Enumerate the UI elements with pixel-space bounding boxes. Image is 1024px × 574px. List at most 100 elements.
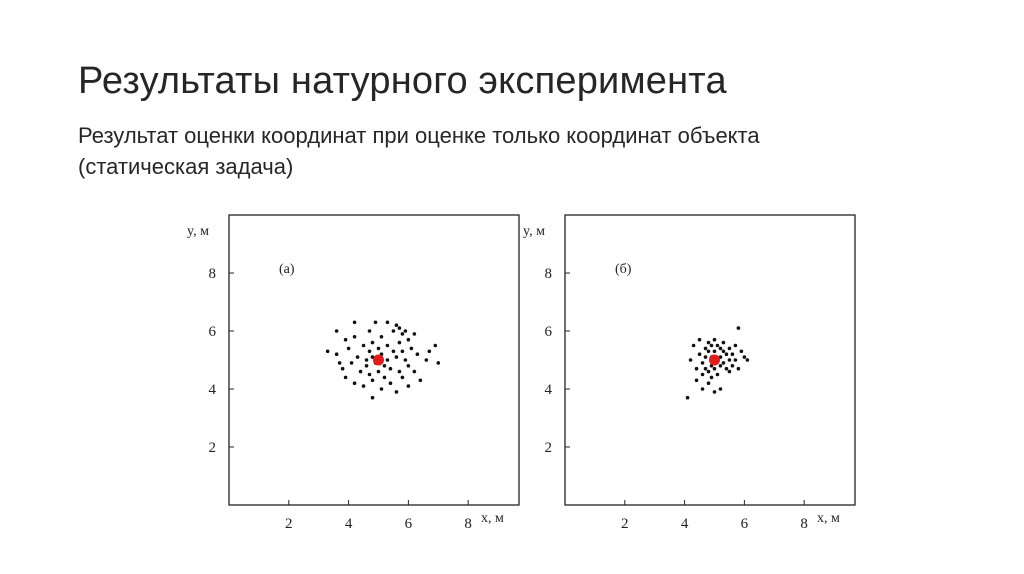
estimate-point: [409, 346, 414, 351]
y-tick-label: 6: [209, 324, 217, 340]
estimate-point: [334, 329, 339, 333]
estimate-point: [394, 355, 399, 359]
x-axis-label: x, м: [481, 511, 504, 526]
estimate-point: [388, 381, 393, 385]
true-position-marker: [708, 354, 720, 366]
estimate-point: [400, 332, 405, 336]
estimate-point: [724, 366, 729, 371]
slide-subtitle-line-2: (статическая задача): [78, 154, 294, 179]
estimate-point: [715, 343, 720, 348]
estimate-point: [712, 349, 717, 354]
estimate-point: [415, 352, 420, 356]
x-tick-label: 6: [741, 516, 749, 532]
x-axis-label: x, м: [817, 511, 840, 526]
estimate-point: [706, 349, 711, 354]
estimate-point: [733, 343, 738, 348]
estimate-point: [727, 369, 732, 374]
y-tick-label: 2: [545, 440, 553, 456]
estimate-point: [385, 320, 390, 325]
estimate-point: [712, 390, 717, 394]
estimate-point: [721, 340, 726, 345]
estimate-point: [400, 375, 405, 380]
estimate-point: [403, 358, 408, 362]
y-tick-label: 8: [545, 266, 553, 282]
estimate-point: [727, 346, 732, 351]
estimate-point: [742, 355, 747, 359]
estimate-point: [694, 378, 699, 383]
estimate-point: [718, 387, 723, 391]
y-tick-label: 8: [209, 266, 217, 282]
plot-frame: [228, 214, 520, 506]
estimate-point: [370, 340, 375, 345]
estimate-point: [724, 352, 729, 356]
estimate-point: [334, 352, 339, 356]
true-position-marker: [372, 354, 384, 366]
y-tick-label: 4: [209, 382, 217, 398]
scatter-chart-b: 2 4 6 8 2 4 6 8 x, м y, м (б): [514, 205, 856, 535]
estimate-point: [379, 387, 384, 391]
estimate-point: [703, 346, 708, 351]
estimate-point: [412, 369, 417, 374]
estimate-point: [721, 361, 726, 365]
estimate-point: [400, 349, 405, 354]
x-tick-label: 2: [285, 516, 293, 532]
estimate-point: [688, 358, 693, 362]
plot-frame: [564, 214, 856, 506]
x-tick-label: 8: [464, 516, 472, 532]
estimate-point: [406, 364, 411, 368]
estimate-point: [403, 329, 408, 333]
estimate-point: [703, 355, 708, 359]
slide-subtitle: Результат оценки координат при оценке то…: [78, 120, 978, 182]
estimate-point: [709, 375, 714, 380]
estimate-point: [694, 366, 699, 371]
estimate-point: [367, 329, 372, 333]
estimate-point: [340, 366, 345, 371]
estimate-point: [433, 343, 438, 348]
estimate-point: [715, 372, 720, 377]
estimate-point: [352, 320, 357, 325]
estimate-point: [712, 337, 717, 342]
estimate-point: [685, 395, 690, 400]
estimate-point: [709, 343, 714, 348]
estimate-point: [697, 337, 702, 342]
x-tick-label: 6: [405, 516, 413, 532]
estimate-point: [391, 329, 396, 333]
estimate-point: [361, 384, 366, 388]
estimate-point: [343, 375, 348, 380]
estimate-point: [412, 332, 417, 336]
scatter-chart-a-svg: 2 4 6 8 2 4 6 8 x, м y, м (а): [187, 214, 520, 532]
estimate-point: [394, 390, 399, 394]
estimate-point: [727, 358, 732, 362]
estimate-point: [706, 369, 711, 374]
estimate-point: [376, 346, 381, 351]
estimate-point: [376, 369, 381, 374]
estimate-point: [382, 375, 387, 380]
estimate-point: [364, 358, 369, 362]
scatter-chart-b-svg: 2 4 6 8 2 4 6 8 x, м y, м (б): [523, 214, 856, 532]
y-axis-label: y, м: [523, 224, 545, 239]
estimate-point: [391, 349, 396, 354]
estimate-point: [418, 378, 423, 383]
estimate-point: [700, 387, 705, 391]
scatter-chart-a: 2 4 6 8 2 4 6 8 x, м y, м (а): [178, 205, 520, 535]
estimate-point: [406, 337, 411, 342]
estimate-point: [739, 349, 744, 354]
slide-title: Результаты натурного эксперимента: [78, 60, 727, 102]
estimate-point: [394, 323, 399, 327]
x-tick-label: 8: [800, 516, 808, 532]
estimate-point: [373, 320, 378, 325]
estimate-point: [700, 372, 705, 377]
estimate-point: [337, 361, 342, 365]
y-axis-label: y, м: [187, 224, 209, 239]
estimate-point: [355, 355, 360, 359]
estimate-point: [733, 358, 738, 362]
x-tick-label: 4: [345, 516, 353, 532]
estimate-point: [718, 346, 723, 351]
estimate-point: [358, 369, 363, 374]
estimate-point: [736, 326, 741, 330]
estimate-point: [718, 364, 723, 368]
estimate-point: [343, 337, 348, 342]
estimate-point: [352, 335, 357, 339]
estimate-point: [721, 349, 726, 354]
estimate-point: [706, 340, 711, 345]
